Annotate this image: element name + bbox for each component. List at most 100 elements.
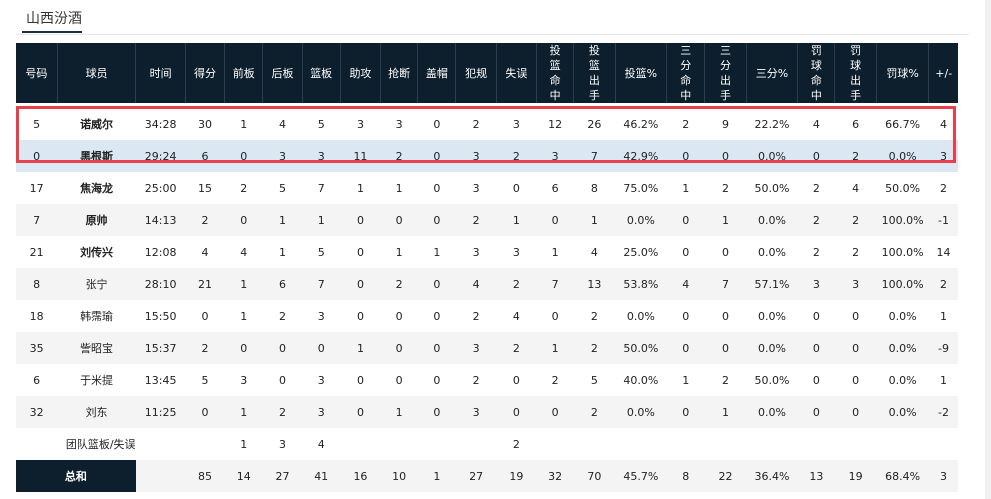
stat-cell: 4	[262, 108, 303, 140]
player-row[interactable]: 32 刘东 11:25 0 1 2 3 0 1 0 3 0 0 2 0.0% 0 1 0.0% 0 0 0.0% -2	[16, 396, 958, 428]
stat-cell: 0.0%	[876, 396, 929, 428]
player-row[interactable]: 35 訾昭宝 15:37 2 0 0 0 1 0 0 3 2 1 2 50.0% 0 0 0.0% 0 0 0.0% -9	[16, 332, 958, 364]
player-row[interactable]: 5 诺威尔 34:28 30 1 4 5 3 3 0 2 3 12 26 46.2% 2 9 22.2% 4 6 66.…	[16, 108, 958, 140]
stat-cell: 0.0%	[746, 300, 798, 332]
column-header[interactable]: 前板	[224, 43, 263, 103]
stat-cell: 3	[302, 396, 341, 428]
stat-cell: 2	[834, 204, 877, 236]
column-header[interactable]: 球员	[56, 43, 136, 103]
player-row[interactable]: 7 原帅 14:13 2 0 1 1 0 0 0 2 1 0 1 0.0% 0 1 0.0% 2 2 100.0% -1	[16, 204, 958, 236]
stat-cell: 3	[455, 396, 497, 428]
stat-cell: 9	[704, 108, 747, 140]
stat-cell: 7	[16, 204, 58, 236]
stat-cell: 5	[262, 172, 303, 204]
column-header-label: 前板	[232, 66, 255, 80]
column-header[interactable]: 三分出手	[704, 43, 747, 103]
stat-cell: 0.0%	[615, 396, 667, 428]
column-header-label: 助攻	[349, 66, 372, 80]
player-name[interactable]: 刘传兴	[57, 236, 136, 268]
stat-cell: 2	[185, 204, 225, 236]
stat-cell: 22.2%	[746, 108, 798, 140]
team-stat-cell: 4	[302, 428, 341, 460]
column-header[interactable]: +/-	[928, 43, 958, 103]
column-header[interactable]: 助攻	[339, 43, 381, 103]
stat-cell: 7	[536, 268, 574, 300]
stat-cell: 2	[797, 204, 835, 236]
stat-cell: 1	[340, 172, 381, 204]
stat-cell: 53.8%	[615, 268, 667, 300]
player-name[interactable]: 于米提	[57, 364, 136, 396]
column-header-label: 时间	[149, 66, 172, 80]
stat-cell: 14:13	[135, 204, 186, 236]
stat-cell: 1	[417, 236, 456, 268]
stat-cell: 0	[704, 300, 747, 332]
player-row[interactable]: 18 韩霈瑜 15:50 0 1 2 3 0 0 0 2 4 0 2 0.0% 0 0 0.0% 0 0 0.0% 1	[16, 300, 958, 332]
stat-cell: 2	[262, 300, 303, 332]
column-header[interactable]: 投篮出手	[573, 43, 615, 103]
player-name[interactable]: 诺威尔	[57, 108, 136, 140]
stat-cell: 2	[380, 140, 418, 172]
column-header[interactable]: 投篮命中	[536, 43, 574, 103]
column-header[interactable]: 得分	[184, 43, 225, 103]
totals-cell: 3	[928, 460, 958, 492]
column-header[interactable]: 时间	[135, 43, 186, 103]
stat-cell: 12:08	[135, 236, 186, 268]
stat-cell: 8	[16, 268, 58, 300]
stat-cell: 2	[380, 268, 418, 300]
column-header[interactable]: 三分命中	[666, 43, 705, 103]
stat-cell: 1	[496, 204, 537, 236]
player-name[interactable]: 訾昭宝	[57, 332, 136, 364]
column-header[interactable]: 失误	[495, 43, 537, 103]
stat-cell: 0	[666, 204, 705, 236]
team-stat-cell	[340, 428, 381, 460]
column-header[interactable]: 罚球命中	[797, 43, 835, 103]
player-row[interactable]: 6 于米提 13:45 5 3 0 3 0 0 0 2 0 2 5 40.0% 1 2 50.0% 0 0 0.0% 1	[16, 364, 958, 396]
stat-cell: 3	[302, 140, 341, 172]
player-name[interactable]: 韩霈瑜	[57, 300, 136, 332]
column-header[interactable]: 三分%	[745, 43, 798, 103]
column-header[interactable]: 犯规	[455, 43, 497, 103]
column-header[interactable]: 罚球%	[875, 43, 929, 103]
player-row[interactable]: 17 焦海龙 25:00 15 2 5 7 1 1 0 3 0 6 8 75.0% 1 2 50.0% 2 4 50.0…	[16, 172, 958, 204]
stat-cell: 11	[340, 140, 381, 172]
team-stat-cell	[573, 428, 615, 460]
player-name[interactable]: 黑根斯	[57, 140, 136, 172]
player-row[interactable]: 21 刘传兴 12:08 4 4 1 5 0 1 1 3 3 1 4 25.0% 0 0 0.0% 2 2 100.0%…	[16, 236, 958, 268]
stat-cell: 0.0%	[615, 300, 667, 332]
player-name[interactable]: 张宁	[57, 268, 136, 300]
player-name[interactable]: 刘东	[57, 396, 136, 428]
stat-cell: 0	[536, 204, 574, 236]
column-header[interactable]: 投篮%	[614, 43, 667, 103]
column-header[interactable]: 盖帽	[417, 43, 456, 103]
stat-cell: 1	[666, 364, 705, 396]
team-tab[interactable]: 山西汾酒	[26, 11, 82, 27]
stat-cell: 1	[224, 108, 263, 140]
stat-cell: 3	[340, 108, 381, 140]
stat-cell: 0	[536, 300, 574, 332]
stat-cell: 15:50	[135, 300, 186, 332]
stat-cell: 0	[496, 364, 537, 396]
column-header[interactable]: 抢断	[380, 43, 418, 103]
player-name[interactable]: 焦海龙	[57, 172, 136, 204]
player-name[interactable]: 原帅	[57, 204, 136, 236]
column-header[interactable]: 篮板	[301, 43, 341, 103]
team-stat-cell	[928, 428, 958, 460]
stat-cell: 3	[536, 140, 574, 172]
column-header[interactable]: 后板	[262, 43, 303, 103]
totals-cell: 85	[185, 460, 225, 492]
page-scrollbar[interactable]	[985, 0, 991, 499]
column-header[interactable]: 号码	[16, 43, 58, 103]
player-row[interactable]: 0 黑根斯 29:24 6 0 3 3 11 2 0 3 2 3 7 42.9% 0 0 0.0% 0 2 0.0% 3	[16, 140, 958, 172]
stat-cell: 0	[797, 396, 835, 428]
stat-cell: 0	[262, 332, 303, 364]
stat-cell: 7	[573, 140, 615, 172]
stat-cell: 1	[340, 332, 381, 364]
stat-cell: 0	[16, 140, 58, 172]
totals-cell: 13	[797, 460, 835, 492]
stat-cell: 5	[573, 364, 615, 396]
player-row[interactable]: 8 张宁 28:10 21 1 6 7 0 2 0 4 2 7 13 53.8% 4 7 57.1% 3 3 100.0…	[16, 268, 958, 300]
column-header[interactable]: 罚球出手	[834, 43, 877, 103]
stat-cell: 0	[417, 268, 456, 300]
team-stat-cell	[536, 428, 574, 460]
column-header-label: 号码	[25, 66, 48, 80]
